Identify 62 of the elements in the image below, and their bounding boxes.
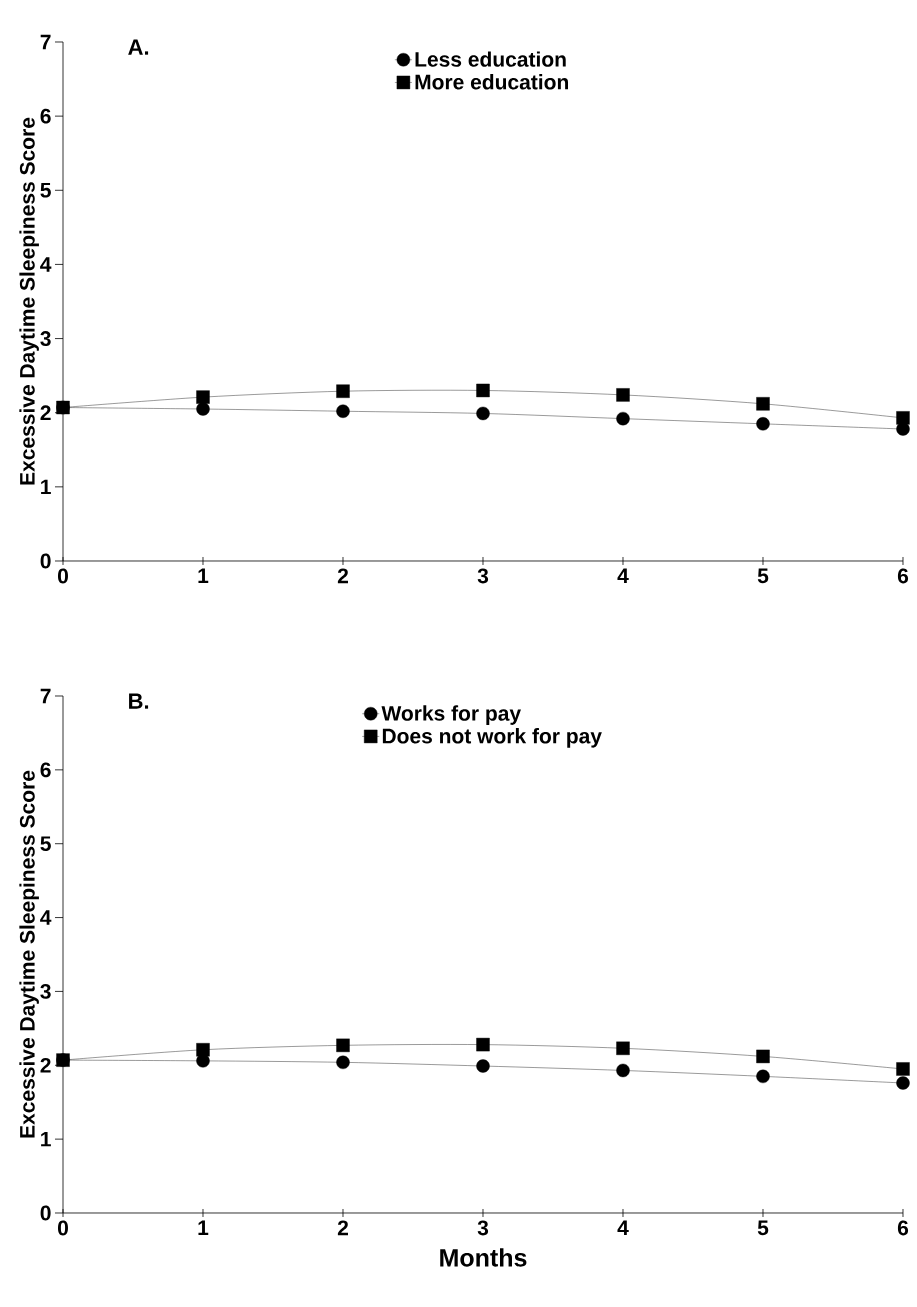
chart-title: A. [128,39,149,55]
y-tick-label: 5 [40,836,51,852]
x-tick-label: 5 [757,568,769,584]
y-tick-label: 1 [41,1131,51,1147]
point [756,417,770,431]
point [196,1043,210,1057]
point [616,1063,630,1078]
y-tick-label: 7 [40,688,51,704]
point [476,1059,490,1073]
point [896,411,910,425]
x-tick-label: 5 [757,1220,769,1236]
point [616,388,630,402]
y-tick-label: 6 [40,762,51,778]
y-tick-label: 6 [40,108,51,124]
point [616,411,630,426]
y-axis-title: Excessive Daytime Sleepiness Score [19,117,39,485]
point [756,397,770,411]
x-tick-label: 4 [617,1220,629,1235]
y-axis-title: Excessive Daytime Sleepiness Score [19,770,39,1138]
point [336,1055,350,1070]
point [336,384,350,398]
legend-label: Works for pay [381,705,521,725]
y-tick-label: 7 [40,34,51,50]
legend-label: Less education [415,51,566,67]
y-tick-label: 2 [40,1057,51,1073]
point [196,402,210,416]
y-tick-label: 2 [40,405,51,421]
point [476,383,490,398]
x-tick-label: 0 [57,568,68,584]
x-tick-label: 2 [337,568,348,584]
y-tick-label: 0 [40,553,51,569]
point [896,1062,910,1076]
point [476,1037,490,1052]
y-tick-label: 4 [40,257,52,272]
y-tick-label: 3 [40,331,51,347]
x-tick-label: 0 [57,1220,68,1236]
point [336,404,350,418]
x-tick-label: 3 [477,1220,489,1236]
x-axis-title: Months [440,1248,527,1267]
x-tick-label: 6 [897,568,909,584]
y-tick-label: 5 [40,182,51,198]
point [756,1069,770,1084]
legend-label: More education [415,74,569,90]
point [196,390,210,404]
point [476,406,490,421]
point [896,422,910,436]
legend-label: Does not work for pay [382,728,602,748]
chart-title: B. [129,693,149,709]
x-tick-label: 6 [897,1220,909,1236]
y-tick-label: 3 [40,983,51,999]
y-tick-label: 1 [41,479,51,495]
x-tick-label: 4 [617,568,629,583]
point [336,1038,350,1053]
y-tick-label: 0 [40,1205,51,1221]
point [896,1076,910,1090]
x-tick-label: 1 [198,568,209,583]
x-tick-label: 3 [477,568,489,584]
point [616,1041,630,1055]
x-tick-label: 2 [337,1220,348,1236]
x-tick-label: 1 [198,1220,209,1235]
y-tick-label: 4 [40,910,52,925]
point [756,1049,770,1064]
